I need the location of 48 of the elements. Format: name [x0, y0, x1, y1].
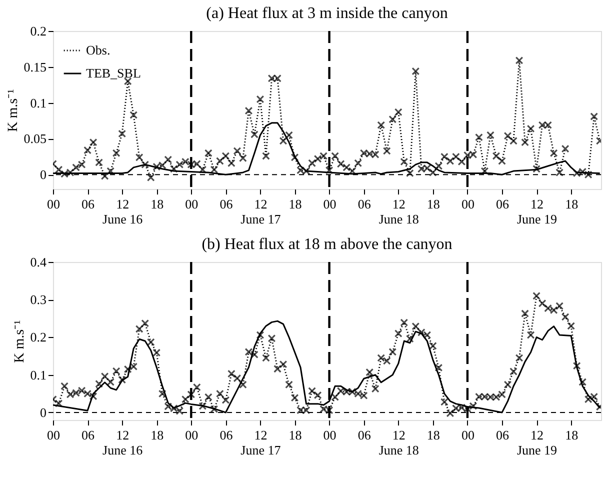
x-tick-label: 12 June 18: [378, 196, 419, 226]
y-tick-label: 0.1: [30, 95, 46, 110]
x-tick-label: 00: [461, 428, 474, 442]
x-tick-label: 12 June 18: [378, 428, 419, 458]
x-tick-label: 06: [496, 428, 510, 442]
x-tick-label: 18: [150, 428, 164, 442]
y-tick-label: 0.1: [30, 367, 46, 382]
x-tick-label: 00: [323, 196, 336, 212]
x-tick-label: 06: [358, 196, 372, 212]
x-tick-label: 12 June 16: [102, 428, 144, 458]
x-tick-label: 00: [47, 428, 60, 442]
x-tick-label: 12 June 19: [516, 428, 558, 458]
x-tick-label: 00: [461, 196, 474, 212]
x-tick-label: 18: [426, 196, 440, 212]
y-tick-label: 0.3: [30, 292, 46, 308]
x-tick-label: 18: [426, 428, 440, 442]
x-tick-label: 12 June 16: [102, 196, 144, 226]
x-tick-label: 06: [496, 196, 510, 212]
x-tick-label: 12 June 17: [240, 196, 282, 226]
y-axis-title: K m.s⁻¹: [12, 320, 28, 363]
x-tick-label: 06: [220, 428, 234, 442]
x-tick-label: 18: [565, 196, 578, 212]
x-tick-label: 06: [82, 196, 96, 212]
y-tick-label: 0: [40, 167, 46, 182]
y-tick-label: 0.15: [24, 59, 46, 74]
x-tick-label: 06: [358, 428, 372, 442]
x-tick-label: 18: [288, 428, 302, 442]
x-tick-label: 18: [565, 428, 578, 442]
y-tick-label: 0: [40, 404, 46, 420]
chart-title: (a) Heat flux at 3 m inside the canyon: [206, 5, 448, 22]
y-tick-label: 0.05: [24, 131, 46, 146]
x-tick-label: 00: [323, 428, 336, 442]
x-tick-label: 18: [150, 196, 164, 212]
x-tick-label: 06: [82, 428, 96, 442]
x-tick-label: 12 June 19: [516, 196, 558, 226]
chart-title: (b) Heat flux at 18 m above the canyon: [202, 236, 452, 253]
y-tick-label: 0.2: [30, 24, 46, 38]
x-tick-label: 06: [220, 196, 234, 212]
x-tick-label: 00: [185, 428, 198, 442]
y-tick-label: 0.2: [30, 330, 46, 345]
y-axis-title: K m.s⁻¹: [6, 89, 21, 132]
y-tick-label: 0.4: [30, 254, 47, 270]
x-tick-label: 00: [185, 196, 198, 212]
x-tick-label: 00: [47, 196, 60, 212]
legend-label: TEB_SBL: [86, 66, 141, 80]
x-tick-label: 12 June 17: [240, 428, 282, 458]
legend-label: Obs.: [86, 42, 110, 58]
x-tick-label: 18: [288, 196, 302, 212]
